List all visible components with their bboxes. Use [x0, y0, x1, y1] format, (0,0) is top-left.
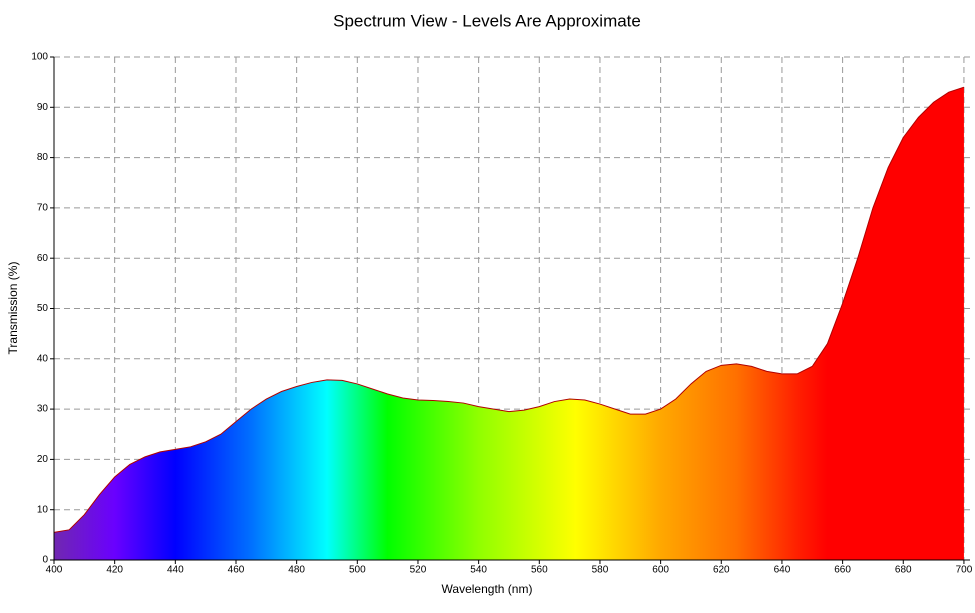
x-tick-label: 400	[46, 565, 63, 576]
x-tick-label: 420	[106, 565, 123, 576]
y-axis-label: Transmission (%)	[6, 262, 20, 355]
y-tick-label: 0	[42, 555, 48, 566]
x-tick-label: 600	[652, 565, 669, 576]
x-tick-label: 540	[470, 565, 487, 576]
chart-title: Spectrum View - Levels Are Approximate	[333, 11, 641, 30]
y-tick-label: 100	[31, 52, 48, 63]
y-tick-label: 90	[37, 102, 49, 113]
y-tick-label: 50	[37, 303, 49, 314]
x-tick-label: 640	[774, 565, 791, 576]
x-tick-label: 500	[349, 565, 366, 576]
x-tick-label: 560	[531, 565, 548, 576]
x-tick-label: 520	[410, 565, 427, 576]
x-axis-label: Wavelength (nm)	[442, 582, 533, 596]
x-tick-label: 460	[228, 565, 245, 576]
x-tick-label: 440	[167, 565, 184, 576]
x-tick-label: 680	[895, 565, 912, 576]
y-tick-label: 30	[37, 404, 49, 415]
x-tick-label: 580	[592, 565, 609, 576]
y-tick-label: 20	[37, 454, 49, 465]
y-tick-label: 10	[37, 504, 49, 515]
y-tick-label: 40	[37, 353, 49, 364]
y-tick-label: 60	[37, 253, 49, 264]
y-tick-label: 80	[37, 152, 49, 163]
y-tick-label: 70	[37, 203, 49, 214]
x-tick-label: 660	[834, 565, 851, 576]
x-tick-label: 620	[713, 565, 730, 576]
spectrum-area	[54, 87, 964, 561]
x-tick-label: 480	[288, 565, 305, 576]
spectrum-line	[53, 86, 965, 533]
x-tick-label: 700	[956, 565, 973, 576]
